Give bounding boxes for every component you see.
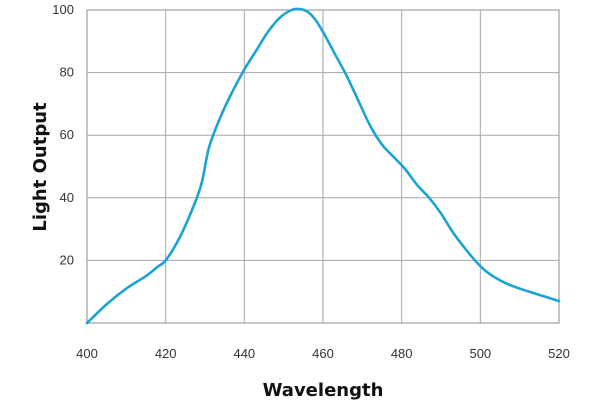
line-layer — [85, 7, 561, 325]
x-tick-label-420: 420 — [155, 346, 177, 361]
y-tick-label-20: 20 — [60, 252, 74, 267]
grid-layer — [86, 9, 560, 324]
y-tick-label-60: 60 — [60, 127, 74, 142]
y-tick-label-40: 40 — [60, 190, 74, 205]
x-axis-title: Wavelength — [263, 380, 384, 400]
series-line-0 — [85, 7, 561, 325]
x-tick-label-520: 520 — [548, 346, 570, 361]
x-tick-label-460: 460 — [312, 346, 334, 361]
x-tick-label-400: 400 — [76, 346, 98, 361]
x-tick-label-500: 500 — [469, 346, 491, 361]
tick-labels: 400 420 440 460 480 500 520 20 40 60 80 100 — [52, 2, 570, 361]
y-tick-label-80: 80 — [60, 65, 74, 80]
x-tick-label-440: 440 — [233, 346, 255, 361]
y-tick-label-100: 100 — [52, 2, 74, 17]
y-axis-title: Light Output — [30, 102, 51, 232]
x-tick-label-480: 480 — [391, 346, 413, 361]
